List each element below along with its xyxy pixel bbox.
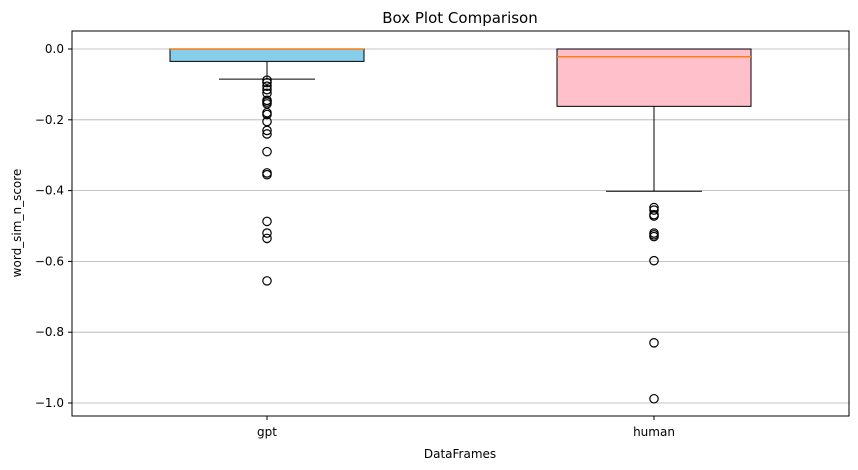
y-axis-label: word_sim_n_score	[10, 169, 24, 278]
box-body	[169, 48, 365, 62]
outlier-point	[262, 129, 272, 139]
y-tick-label: −0.2	[35, 113, 64, 127]
y-tick-label: −0.4	[35, 184, 64, 198]
outlier-point	[262, 228, 272, 238]
outlier-point	[649, 231, 659, 242]
y-tick-label: −1.0	[35, 396, 64, 410]
x-axis-label: DataFrames	[424, 447, 496, 461]
outlier-point	[649, 211, 659, 221]
y-axis-ticks: 0.0 −0.2 −0.4 −0.6 −0.8 −1.0	[35, 42, 72, 410]
outlier-point	[262, 84, 272, 95]
outlier-point	[262, 75, 272, 85]
outlier-point	[649, 393, 659, 404]
y-tick-label: −0.8	[35, 325, 64, 339]
box-gpt	[169, 48, 365, 286]
outlier-point	[262, 77, 272, 88]
chart-title: Box Plot Comparison	[382, 9, 538, 27]
outlier-point	[262, 81, 272, 91]
y-tick-label: −0.6	[35, 254, 64, 268]
y-tick-label: 0.0	[45, 42, 64, 56]
box-plot-group	[169, 48, 752, 404]
box-human	[556, 48, 752, 404]
outlier-point	[262, 233, 272, 244]
outlier-point	[262, 169, 272, 180]
box-body	[556, 48, 752, 107]
x-tick-label: gpt	[257, 425, 277, 439]
x-axis-ticks: gpt human	[257, 416, 675, 439]
outlier-point	[262, 146, 272, 157]
outlier-point	[649, 338, 659, 348]
outlier-point	[262, 276, 272, 286]
outlier-point	[262, 109, 272, 120]
outlier-point	[649, 255, 659, 266]
outlier-point	[262, 125, 272, 136]
outlier-point	[649, 205, 659, 215]
outlier-point	[262, 216, 272, 227]
plot-frame	[71, 30, 850, 417]
x-tick-label: human	[633, 425, 675, 439]
